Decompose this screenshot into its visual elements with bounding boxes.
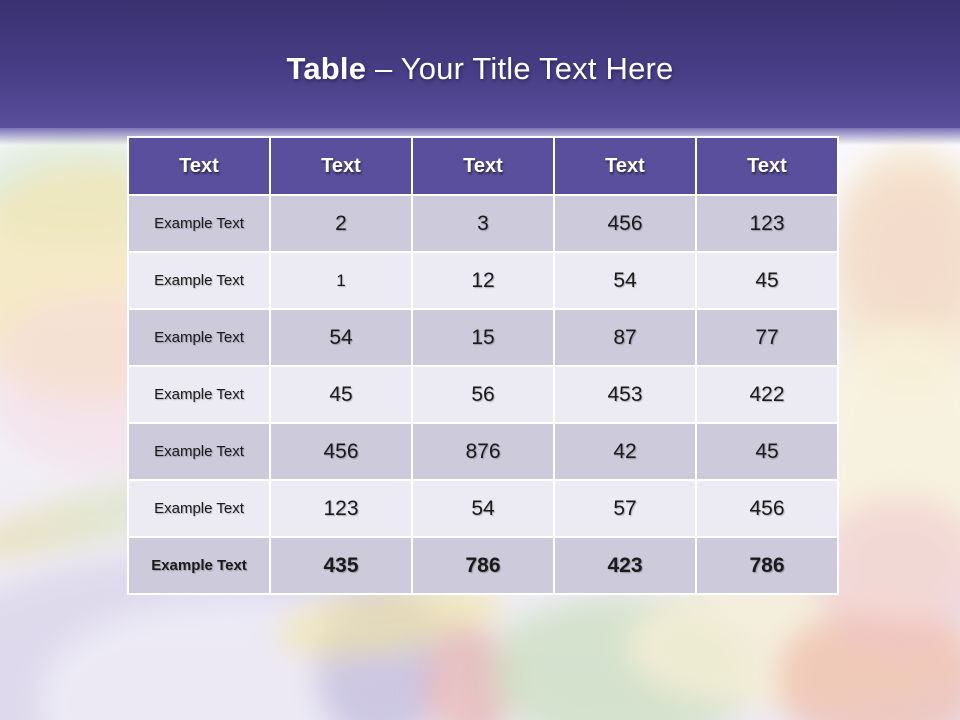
value-cell: 786 xyxy=(411,536,555,595)
value-cell: 453 xyxy=(553,365,697,424)
value-cell: 3 xyxy=(411,194,555,253)
slide-title-keyword: Table xyxy=(286,51,367,86)
table-row: Example Text 45 56 453 422 xyxy=(127,365,839,424)
value-cell: 57 xyxy=(553,479,697,538)
table-row: Example Text 123 54 57 456 xyxy=(127,479,839,538)
column-header: Text xyxy=(269,136,413,196)
value-cell: 456 xyxy=(695,479,839,538)
value-cell: 45 xyxy=(695,422,839,481)
value-cell: 456 xyxy=(553,194,697,253)
data-table: Text Text Text Text Text Example Text 2 … xyxy=(127,136,839,595)
value-cell: 123 xyxy=(269,479,413,538)
table-row: Example Text 1 12 54 45 xyxy=(127,251,839,310)
value-cell: 15 xyxy=(411,308,555,367)
value-cell: 45 xyxy=(269,365,413,424)
value-cell: 423 xyxy=(553,536,697,595)
row-label-cell: Example Text xyxy=(127,365,271,424)
value-cell: 12 xyxy=(411,251,555,310)
value-cell: 2 xyxy=(269,194,413,253)
table-row: Example Text 456 876 42 45 xyxy=(127,422,839,481)
row-label-cell: Example Text xyxy=(127,479,271,538)
row-label-cell: Example Text xyxy=(127,194,271,253)
value-cell: 54 xyxy=(269,308,413,367)
value-cell: 87 xyxy=(553,308,697,367)
value-cell: 45 xyxy=(695,251,839,310)
value-cell: 123 xyxy=(695,194,839,253)
row-label-cell: Example Text xyxy=(127,251,271,310)
value-cell: 54 xyxy=(553,251,697,310)
value-cell: 1 xyxy=(269,251,413,310)
value-cell: 456 xyxy=(269,422,413,481)
art-wash-pink-right-top xyxy=(845,172,960,327)
slide-title: Table – Your Title Text Here xyxy=(0,51,960,86)
table-header-row: Text Text Text Text Text xyxy=(127,136,839,196)
slide-title-rest: – Your Title Text Here xyxy=(374,51,674,86)
value-cell: 77 xyxy=(695,308,839,367)
row-label-cell: Example Text xyxy=(127,422,271,481)
value-cell: 435 xyxy=(269,536,413,595)
table-row: Example Text 2 3 456 123 xyxy=(127,194,839,253)
value-cell: 42 xyxy=(553,422,697,481)
row-label-cell: Example Text xyxy=(127,536,271,595)
row-label-cell: Example Text xyxy=(127,308,271,367)
column-header: Text xyxy=(553,136,697,196)
table-row: Example Text 54 15 87 77 xyxy=(127,308,839,367)
value-cell: 56 xyxy=(411,365,555,424)
title-band: Table – Your Title Text Here xyxy=(0,0,960,145)
art-wash-pink-right-bottom xyxy=(818,498,960,653)
column-header: Text xyxy=(127,136,271,196)
value-cell: 786 xyxy=(695,536,839,595)
value-cell: 422 xyxy=(695,365,839,424)
column-header: Text xyxy=(411,136,555,196)
value-cell: 54 xyxy=(411,479,555,538)
table-row-total: Example Text 435 786 423 786 xyxy=(127,536,839,595)
value-cell: 876 xyxy=(411,422,555,481)
column-header: Text xyxy=(695,136,839,196)
